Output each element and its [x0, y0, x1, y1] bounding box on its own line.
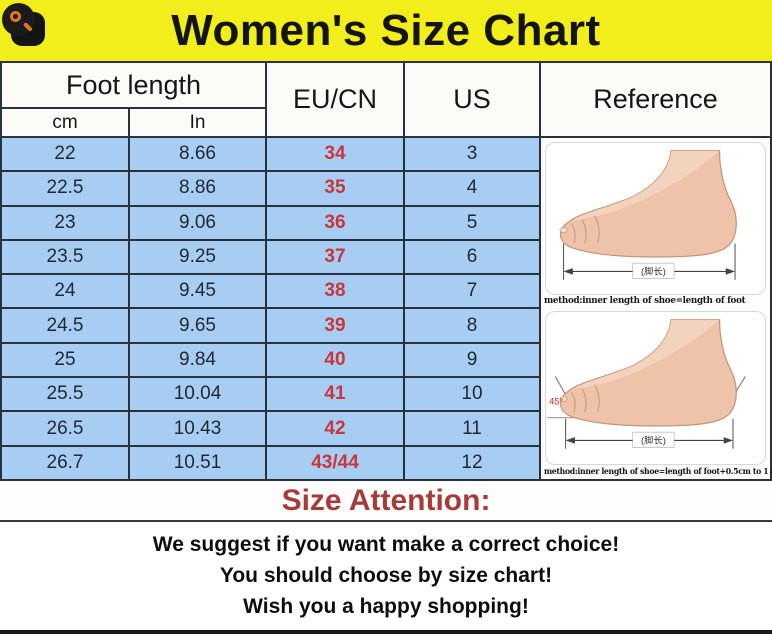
reference-caption: method:inner length of shoe=length of fo… — [543, 465, 772, 476]
title-bar: Women's Size Chart — [0, 0, 772, 61]
cell-us: 6 — [405, 240, 539, 274]
reference-card: (脚长) method:inner length of shoe=length … — [542, 139, 769, 308]
cell-eu: 34 — [267, 138, 403, 171]
cell-in: 8.66 — [130, 138, 265, 171]
cell-us: 3 — [405, 138, 539, 171]
reference-card: 45° (脚长) method:inner length of shoe=len… — [542, 308, 772, 477]
suggestion-line: You should choose by size chart! — [219, 564, 553, 587]
cell-eu: 35 — [267, 172, 403, 205]
page-title: Women's Size Chart — [171, 5, 601, 55]
cell-cm: 25.5 — [2, 378, 128, 411]
cell-eu: 38 — [267, 275, 403, 308]
cell-cm: 23.5 — [2, 240, 128, 274]
bottom-border-line — [0, 630, 772, 634]
cell-us: 7 — [405, 275, 539, 308]
cell-eu: 37 — [267, 240, 403, 274]
suggestion-line: We suggest if you want make a correct ch… — [152, 533, 620, 556]
cell-eu: 42 — [267, 412, 403, 445]
cell-cm: 24 — [2, 275, 128, 308]
cell-cm: 25 — [2, 343, 128, 377]
foot-length-label: (脚长) — [641, 435, 666, 446]
cell-eu: 40 — [267, 343, 403, 377]
cell-in: 9.06 — [130, 206, 265, 239]
cell-in: 9.65 — [130, 309, 265, 342]
cell-eu: 36 — [267, 206, 403, 239]
cell-cm: 26.5 — [2, 412, 128, 445]
cell-us: 12 — [405, 446, 539, 479]
cell-in: 10.04 — [130, 378, 265, 411]
col-subheader-cm: cm — [2, 109, 128, 136]
cell-cm: 24.5 — [2, 309, 128, 342]
foot-side-view-icon: 45° (脚长) — [547, 319, 746, 450]
suggestion-line: Wish you a happy shopping! — [243, 595, 529, 618]
cell-in: 9.84 — [130, 343, 265, 377]
foot-length-label: (脚长) — [641, 266, 666, 277]
suggestion-text-block: We suggest if you want make a correct ch… — [0, 522, 772, 630]
foot-measure-illustration-45deg: 45° (脚长) — [545, 311, 766, 465]
reference-caption: method:inner length of shoe=length of fo… — [543, 296, 746, 307]
angle-45-label: 45° — [549, 397, 563, 407]
cell-cm: 23 — [2, 206, 128, 239]
cell-us: 9 — [405, 343, 539, 377]
cell-us: 4 — [405, 172, 539, 205]
cell-in: 8.86 — [130, 172, 265, 205]
col-subheader-in: In — [130, 109, 265, 136]
cell-eu: 41 — [267, 378, 403, 411]
cell-us: 11 — [405, 412, 539, 445]
foot-measure-illustration: (脚长) — [545, 142, 766, 296]
col-header-reference: Reference — [541, 63, 770, 136]
magnifier-badge — [2, 3, 52, 51]
col-header-eu-cn: EU/CN — [267, 63, 403, 136]
attention-title: Size Attention: — [0, 481, 772, 522]
magnifier-icon — [10, 11, 21, 22]
cell-in: 9.45 — [130, 275, 265, 308]
cell-us: 8 — [405, 309, 539, 342]
cell-cm: 22 — [2, 138, 128, 171]
cell-us: 5 — [405, 206, 539, 239]
cell-cm: 26.7 — [2, 446, 128, 479]
cell-cm: 22.5 — [2, 172, 128, 205]
cell-eu: 43/44 — [267, 446, 403, 479]
reference-illustrations: (脚长) method:inner length of shoe=length … — [541, 138, 772, 479]
col-header-us: US — [405, 63, 539, 136]
cell-in: 9.25 — [130, 240, 265, 274]
cell-us: 10 — [405, 378, 539, 411]
size-table: Foot length EU/CN US Reference cm In — [0, 61, 772, 481]
cell-eu: 39 — [267, 309, 403, 342]
col-header-foot-length: Foot length — [2, 63, 265, 107]
cell-in: 10.43 — [130, 412, 265, 445]
foot-side-view-icon: (脚长) — [559, 149, 737, 280]
cell-in: 10.51 — [130, 446, 265, 479]
